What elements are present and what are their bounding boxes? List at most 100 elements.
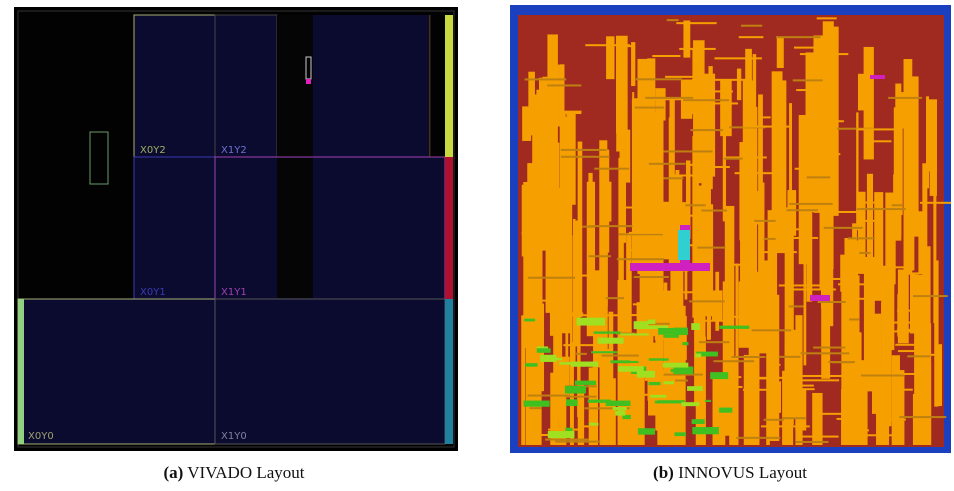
streak	[770, 364, 780, 366]
region-box	[313, 15, 429, 157]
streak	[796, 89, 826, 91]
streak	[555, 441, 600, 443]
streak	[795, 168, 810, 170]
streak	[857, 208, 906, 210]
streak	[759, 233, 763, 330]
caption-text: INNOVUS Layout	[678, 463, 807, 482]
streak	[745, 377, 787, 379]
streak	[735, 264, 738, 445]
streak	[663, 335, 678, 338]
streak	[881, 267, 888, 445]
streak	[692, 427, 718, 434]
streak	[574, 221, 578, 347]
streak	[786, 209, 818, 211]
streak	[903, 373, 917, 375]
streak	[793, 79, 823, 81]
streak	[572, 314, 619, 316]
streak	[872, 140, 892, 142]
streak	[710, 372, 728, 379]
streak	[719, 408, 732, 413]
caption-text: VIVADO Layout	[187, 463, 304, 482]
streak	[813, 174, 834, 176]
streak	[528, 395, 569, 397]
streak	[553, 250, 557, 405]
region-label: X1Y2	[221, 145, 247, 156]
streak	[915, 394, 927, 445]
streak	[657, 400, 685, 403]
streak	[615, 410, 625, 415]
streak	[728, 386, 742, 388]
hotspot	[870, 75, 885, 79]
streak	[795, 441, 828, 443]
streak	[708, 166, 730, 168]
streak	[695, 354, 701, 358]
streak	[888, 97, 922, 99]
streak	[699, 341, 729, 343]
streak	[692, 79, 699, 114]
streak	[732, 264, 742, 266]
streak	[850, 429, 869, 431]
streak	[897, 370, 905, 445]
streak	[789, 203, 833, 205]
streak	[618, 366, 644, 372]
streak	[782, 417, 806, 419]
streak	[731, 316, 764, 318]
streak	[657, 339, 663, 445]
streak	[879, 266, 908, 268]
streak	[598, 338, 624, 344]
streak	[577, 318, 605, 326]
streak	[807, 176, 831, 178]
panel-label: (b)	[653, 463, 674, 482]
streak	[665, 217, 683, 219]
streak	[664, 150, 713, 152]
streak	[691, 323, 700, 330]
streak	[589, 423, 598, 426]
streak	[898, 389, 913, 391]
streak	[676, 22, 716, 24]
streak	[671, 369, 680, 372]
streak	[528, 72, 535, 136]
streak	[663, 363, 688, 368]
streak	[634, 276, 669, 278]
streak	[772, 71, 783, 216]
streak	[663, 381, 674, 384]
streak	[617, 258, 664, 260]
streak	[529, 407, 541, 409]
streak	[832, 361, 853, 363]
streak	[682, 402, 700, 406]
streak	[715, 57, 762, 59]
streak	[876, 330, 921, 332]
streak	[611, 360, 630, 363]
streak	[881, 419, 906, 421]
streak	[858, 192, 866, 274]
region-box	[215, 299, 445, 444]
streak	[521, 232, 557, 234]
streak	[705, 400, 711, 402]
hotspot	[678, 230, 690, 260]
streak	[759, 251, 797, 253]
streak	[779, 284, 822, 286]
streak	[763, 238, 775, 240]
streak	[897, 310, 922, 312]
streak	[805, 152, 829, 154]
streak	[907, 355, 930, 357]
streak	[846, 434, 894, 436]
streak	[671, 174, 695, 176]
streak	[602, 355, 639, 357]
streak	[911, 76, 919, 236]
streak	[713, 360, 754, 362]
io-bank	[445, 15, 453, 157]
streak	[552, 358, 562, 361]
streak	[732, 356, 766, 358]
streak	[866, 220, 879, 222]
streak	[606, 297, 624, 299]
vivado-layout: X0Y2 X1Y2 X0Y1 X1Y1 X0Y0 X1Y0	[14, 7, 458, 451]
streak	[838, 283, 875, 285]
streak	[795, 388, 806, 430]
panel-label: (a)	[163, 463, 183, 482]
streak	[588, 400, 611, 403]
streak	[779, 356, 801, 358]
region-box	[215, 157, 445, 299]
streak	[700, 79, 749, 81]
streak	[524, 401, 550, 407]
